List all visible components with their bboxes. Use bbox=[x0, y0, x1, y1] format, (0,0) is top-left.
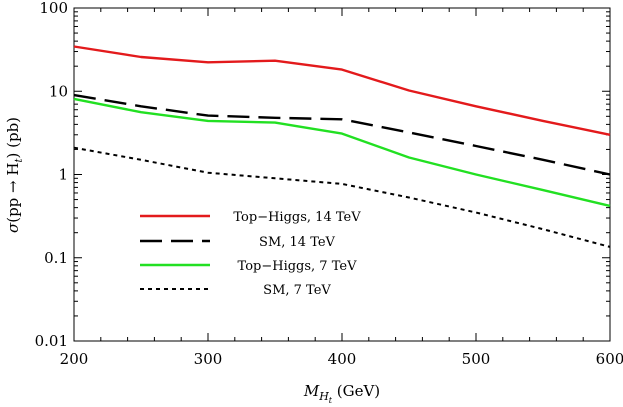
legend: Top−Higgs, 14 TeV SM, 14 TeV Top−Higgs, 7 … bbox=[140, 210, 361, 298]
x-tick-label: 600 bbox=[596, 350, 623, 368]
legend-label-3: Top−Higgs, 7 TeV bbox=[238, 259, 358, 274]
x-tick-label: 300 bbox=[194, 350, 223, 368]
legend-label-2: SM, 14 TeV bbox=[259, 235, 336, 250]
y-tick-label: 100 bbox=[39, 0, 68, 17]
x-tick-label: 200 bbox=[60, 350, 89, 368]
y-tick-label: 1 bbox=[58, 166, 68, 184]
y-tick-label: 0.1 bbox=[44, 249, 68, 267]
x-axis-title: MHt (GeV) bbox=[303, 382, 380, 405]
series-line-4 bbox=[73, 146, 611, 248]
legend-label-4: SM, 7 TeV bbox=[263, 283, 331, 298]
y-axis-title: σ(pp → Ht) (pb) bbox=[4, 117, 25, 233]
series-line-1 bbox=[73, 45, 611, 136]
y-tick-label: 0.01 bbox=[35, 332, 68, 350]
legend-label-1: Top−Higgs, 14 TeV bbox=[233, 210, 361, 225]
x-tick-label: 500 bbox=[462, 350, 491, 368]
axis-ticks: 200 300 400 500 600 0.01 0.1 1 10 100 bbox=[35, 0, 623, 368]
series-line-2 bbox=[73, 93, 611, 176]
series-lines bbox=[73, 45, 611, 248]
x-tick-label: 400 bbox=[328, 350, 357, 368]
y-tick-label: 10 bbox=[49, 82, 68, 100]
series-line-3 bbox=[73, 97, 611, 208]
